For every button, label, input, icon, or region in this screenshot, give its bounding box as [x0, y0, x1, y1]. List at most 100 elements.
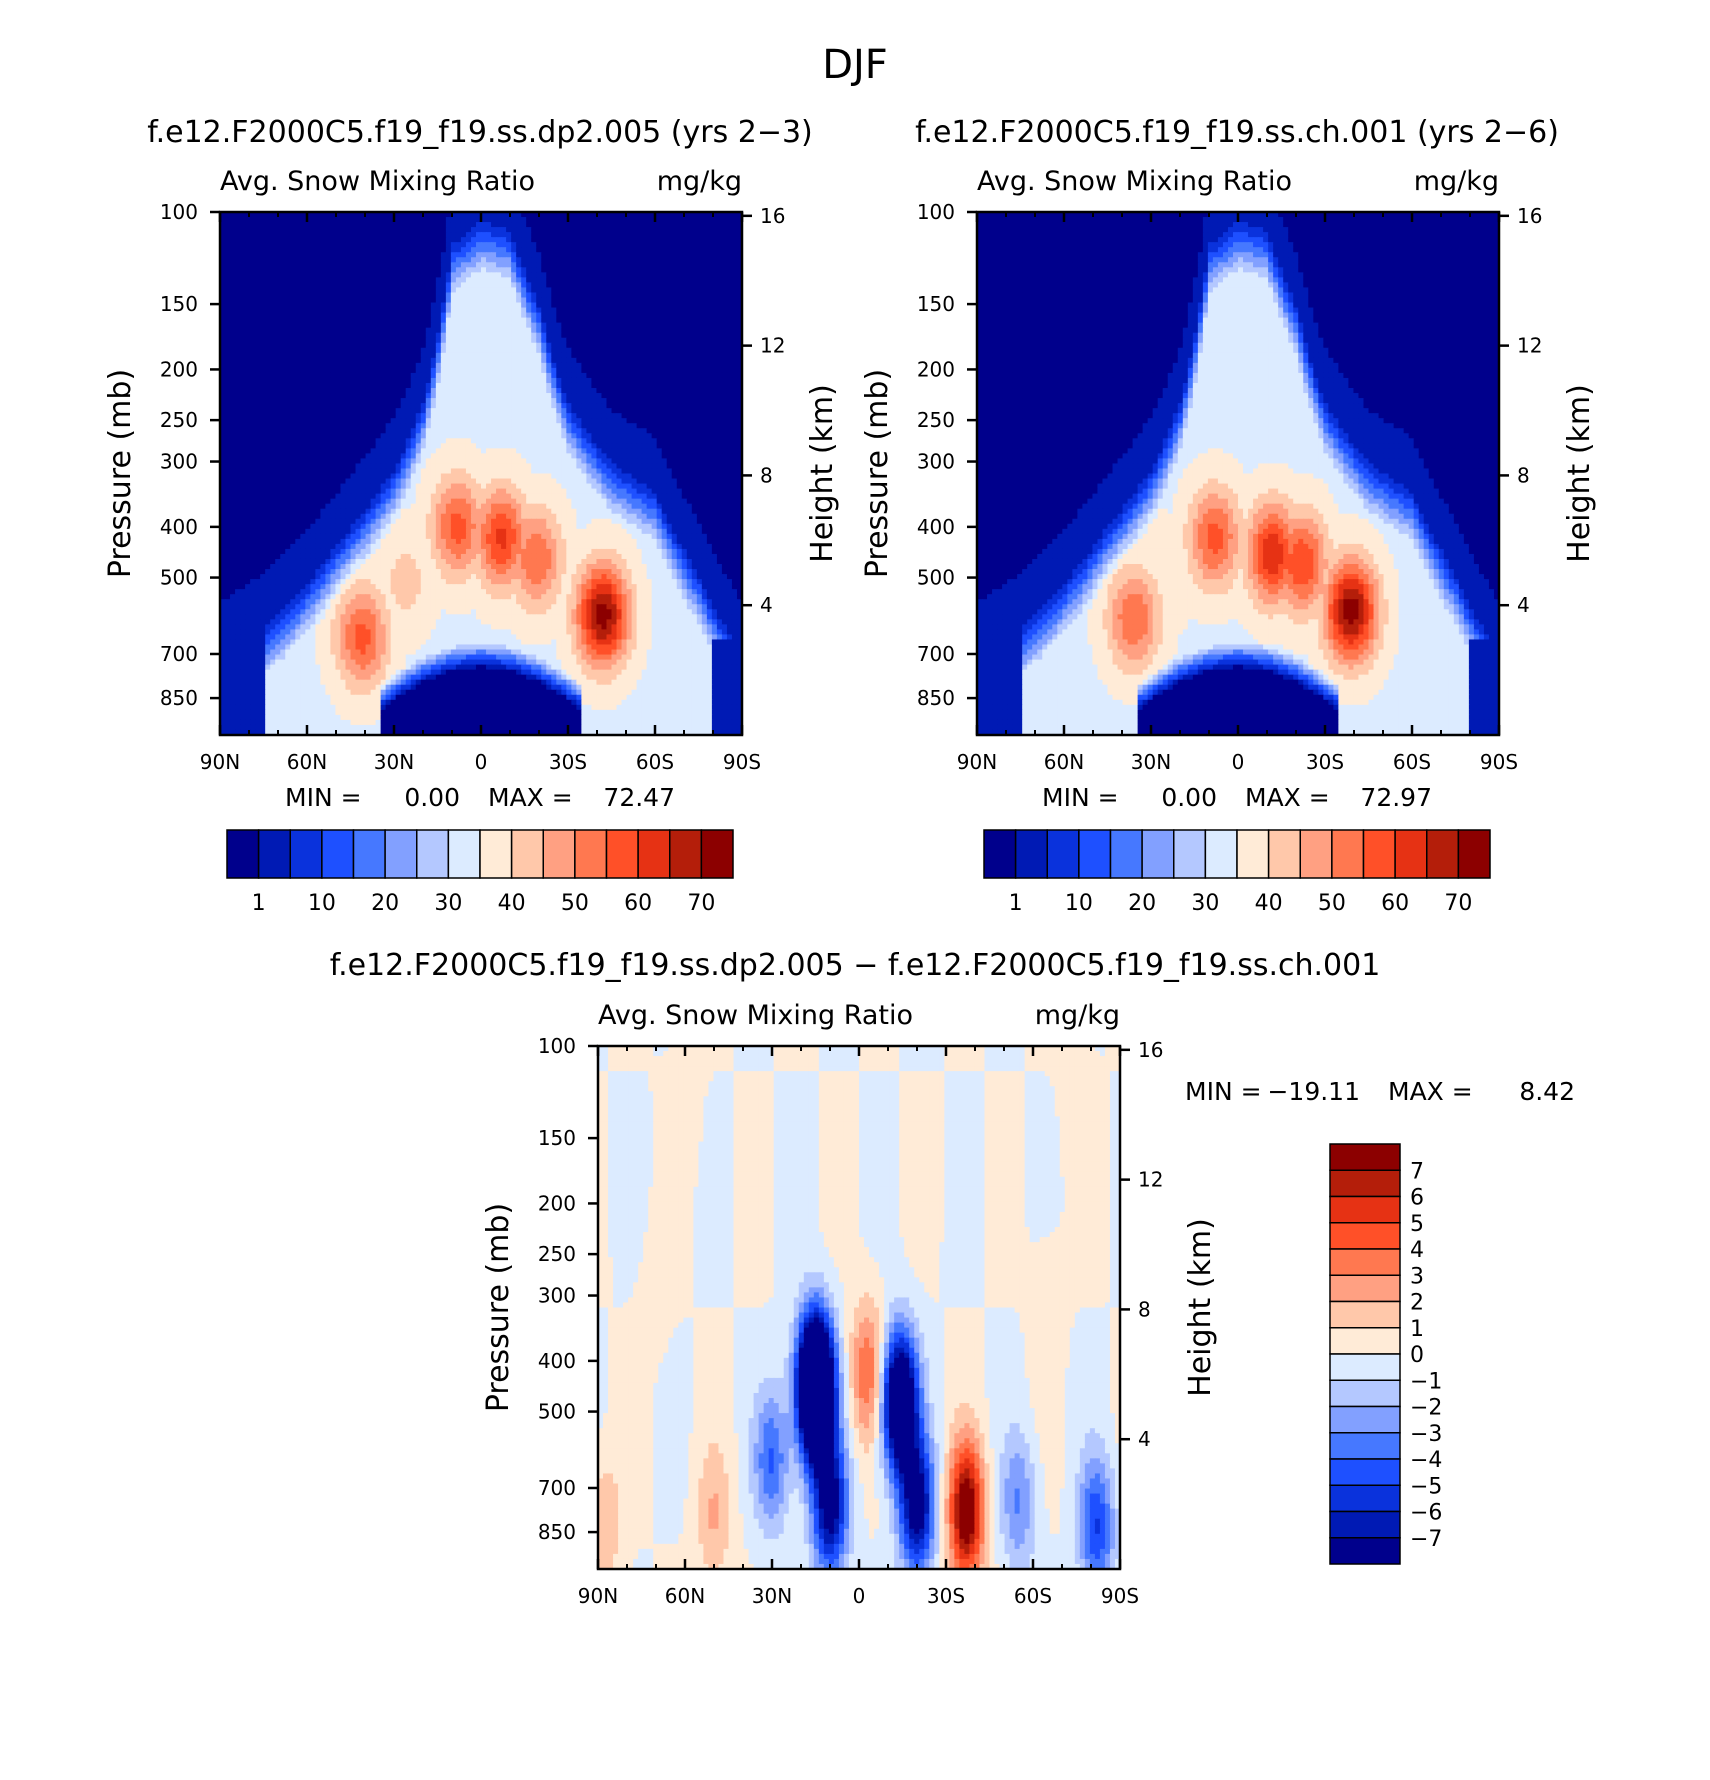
colorbar-box [1332, 830, 1364, 878]
height-tick-label: 16 [1138, 1038, 1163, 1062]
colorbar-label: 50 [1318, 891, 1346, 916]
colorbar-box [1269, 830, 1301, 878]
colorbar-label: 40 [1255, 891, 1283, 916]
y-axis-right-title: Height (km) [805, 384, 840, 563]
y-tick-label: 100 [160, 200, 198, 224]
y-tick-label: 150 [917, 292, 955, 316]
colorbar-label: −3 [1410, 1422, 1442, 1447]
y-tick-label: 400 [917, 515, 955, 539]
colorbar-label: 2 [1410, 1291, 1424, 1316]
colorbar-box [1016, 830, 1048, 878]
colorbar-label: 70 [687, 891, 715, 916]
colorbar-box [1330, 1249, 1400, 1275]
y-tick-label: 300 [160, 450, 198, 474]
colorbar-box [1330, 1407, 1400, 1433]
colorbar-box [1330, 1538, 1400, 1564]
y-tick-label: 250 [538, 1242, 576, 1266]
x-tick-label: 30S [1306, 750, 1344, 774]
colorbar-box [1300, 830, 1332, 878]
colorbar-box [1427, 830, 1459, 878]
colorbar-box [670, 830, 702, 878]
height-tick-label: 16 [760, 204, 785, 228]
colorbar-box [227, 830, 259, 878]
contour-field [977, 212, 1500, 736]
colorbar-box [1330, 1144, 1400, 1170]
y-tick-label: 150 [538, 1126, 576, 1150]
colorbar-box [1174, 830, 1206, 878]
x-tick-label: 60N [1044, 750, 1084, 774]
colorbar-label: 1 [252, 891, 266, 916]
colorbar-box [417, 830, 449, 878]
y-tick-label: 200 [160, 357, 198, 381]
x-tick-label: 60N [287, 750, 327, 774]
panel-experiment-ch: f.e12.F2000C5.f19_f19.ss.ch.001 (yrs 2−6… [860, 115, 1597, 916]
y-tick-label: 100 [538, 1034, 576, 1058]
panel-title: f.e12.F2000C5.f19_f19.ss.dp2.005 (yrs 2−… [147, 115, 813, 150]
y-tick-label: 500 [160, 566, 198, 590]
min-value: 0.00 [1161, 783, 1217, 812]
y-tick-label: 500 [917, 566, 955, 590]
colorbar-box [607, 830, 639, 878]
height-tick-label: 12 [760, 334, 785, 358]
colorbar-box [1364, 830, 1396, 878]
y-tick-label: 850 [538, 1520, 576, 1544]
colorbar-box [1330, 1328, 1400, 1354]
colorbar-box [1330, 1433, 1400, 1459]
contour-field [598, 1046, 1121, 1570]
x-tick-label: 30N [374, 750, 414, 774]
colorbar-box [1047, 830, 1079, 878]
colorbar-label: 7 [1410, 1159, 1424, 1184]
colorbar-label: 60 [1381, 891, 1409, 916]
y-axis-right-title: Height (km) [1562, 384, 1597, 563]
contour-field [220, 212, 743, 736]
y-tick-label: 200 [538, 1191, 576, 1215]
x-tick-label: 60N [665, 1584, 705, 1608]
min-label: MIN = [285, 783, 362, 812]
x-tick-label: 30S [549, 750, 587, 774]
colorbar-box [480, 830, 512, 878]
colorbar-box [1330, 1302, 1400, 1328]
y-tick-label: 850 [160, 686, 198, 710]
colorbar-box [701, 830, 733, 878]
height-tick-label: 16 [1517, 204, 1542, 228]
height-tick-label: 4 [1138, 1427, 1151, 1451]
x-tick-label: 90N [578, 1584, 618, 1608]
max-value: 72.97 [1360, 783, 1432, 812]
colorbar-box [385, 830, 417, 878]
colorbar-label: 10 [1065, 891, 1093, 916]
colorbar-box [1330, 1170, 1400, 1196]
colorbar-box [512, 830, 544, 878]
colorbar-box [448, 830, 480, 878]
colorbar-label: 70 [1444, 891, 1472, 916]
colorbar-label: 3 [1410, 1264, 1424, 1289]
panel-title: f.e12.F2000C5.f19_f19.ss.ch.001 (yrs 2−6… [915, 115, 1559, 150]
colorbar-label: 0 [1410, 1343, 1424, 1368]
height-tick-label: 12 [1138, 1168, 1163, 1192]
colorbar-box [1330, 1485, 1400, 1511]
colorbar-box [1458, 830, 1490, 878]
y-tick-label: 400 [160, 515, 198, 539]
max-value: 8.42 [1519, 1077, 1575, 1106]
colorbar-label: 10 [308, 891, 336, 916]
colorbar-box [1330, 1223, 1400, 1249]
x-tick-label: 90N [200, 750, 240, 774]
x-tick-label: 30N [1131, 750, 1171, 774]
colorbar-box [1330, 1197, 1400, 1223]
x-tick-label: 30N [752, 1584, 792, 1608]
y-tick-label: 500 [538, 1400, 576, 1424]
colorbar-label: 40 [498, 891, 526, 916]
colorbar-box [543, 830, 575, 878]
colorbar-label: 1 [1009, 891, 1023, 916]
max-label: MAX = [1388, 1077, 1473, 1106]
x-tick-label: 0 [475, 750, 488, 774]
x-tick-label: 0 [1232, 750, 1245, 774]
min-label: MIN = [1185, 1077, 1262, 1106]
height-tick-label: 8 [1517, 463, 1530, 487]
colorbar-box [1330, 1512, 1400, 1538]
colorbar-box [290, 830, 322, 878]
max-label: MAX = [488, 783, 573, 812]
colorbar-label: 20 [371, 891, 399, 916]
field-name-label: Avg. Snow Mixing Ratio [977, 166, 1292, 197]
height-tick-label: 12 [1517, 334, 1542, 358]
